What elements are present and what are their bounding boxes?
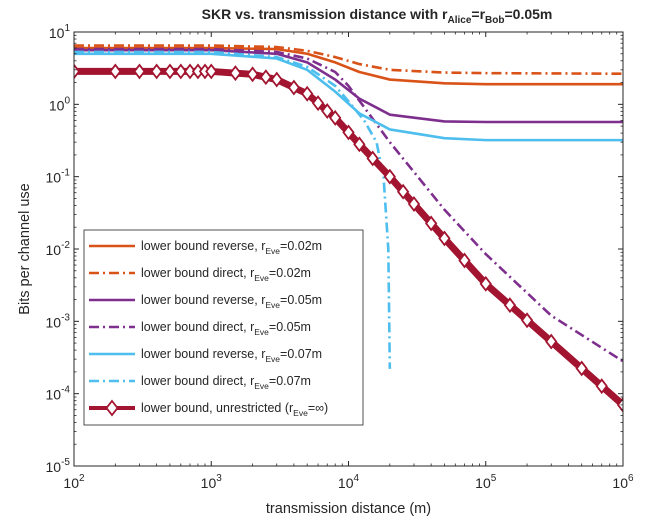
legend-entry-0: lower bound reverse, rEve=0.02m [89,239,322,256]
series-marker-6-29 [503,297,517,314]
series-marker-6-13 [270,71,283,88]
series-marker-6-0 [74,63,81,80]
series-line-3 [74,47,623,363]
y-tick-label-3: 10-2 [46,240,71,258]
series-marker-6-19 [342,124,355,141]
series-marker-6-26 [438,230,451,247]
legend-label-6: lower bound, unrestricted (rEve=∞) [141,401,328,418]
y-tick-label-6: 101 [49,23,71,41]
series-layer [74,44,623,413]
series-marker-6-5 [174,63,187,80]
x-tick-label-4: 106 [612,473,634,491]
y-tick-label-5: 100 [49,95,71,113]
y-axis-label: Bits per channel use [17,183,33,314]
series-marker-6-21 [366,150,379,167]
y-tick-label-4: 10-1 [46,168,71,186]
series-marker-6-16 [311,95,325,112]
x-tick-label-0: 102 [63,473,85,491]
legend-entry-3: lower bound direct, rEve=0.05m [89,320,311,337]
legend-label-5: lower bound direct, rEve=0.07m [141,374,311,391]
chart-title: SKR vs. transmission distance with rAlic… [202,6,553,26]
series-marker-6-2 [133,63,146,80]
legend-entry-6: lower bound, unrestricted (rEve=∞) [89,399,328,418]
legend-entry-4: lower bound reverse, rEve=0.07m [89,347,322,364]
series-marker-6-15 [301,85,314,102]
series-marker-6-12 [259,69,273,86]
legend-label-1: lower bound direct, rEve=0.02m [141,266,311,283]
y-tick-label-0: 10-5 [46,457,71,475]
x-tick-label-1: 103 [201,473,223,491]
x-axis-label: transmission distance (m) [266,501,431,517]
legend-entry-2: lower bound reverse, rEve=0.05m [89,293,322,310]
series-marker-6-22 [383,168,396,185]
series-marker-6-10 [229,65,242,82]
series-line-2 [74,48,623,124]
x-tick-label-2: 104 [338,473,360,491]
y-tick-label-2: 10-3 [46,312,71,330]
series-marker-6-25 [424,215,438,232]
series-marker-6-27 [458,252,471,269]
series-marker-6-11 [246,66,259,83]
series-marker-6-1 [109,63,122,80]
series-marker-6-4 [163,63,177,80]
series-line-0 [74,46,623,86]
legend-entry-5: lower bound direct, rEve=0.07m [89,374,311,391]
legend-label-3: lower bound direct, rEve=0.05m [141,320,311,337]
legend-label-2: lower bound reverse, rEve=0.05m [141,293,322,310]
series-marker-6-3 [150,63,163,80]
series-marker-6-33 [595,378,608,395]
series-marker-6-32 [575,360,588,377]
series-marker-6-24 [407,196,421,212]
series-line-1 [74,44,623,76]
series-line-5 [74,50,392,369]
series-marker-6-17 [321,103,334,119]
series-marker-6-18 [329,109,342,126]
series-marker-6-31 [545,333,558,350]
legend-label-0: lower bound reverse, rEve=0.02m [141,239,322,256]
series-marker-6-28 [479,275,492,292]
series-marker-6-6 [183,63,197,80]
legend-entry-1: lower bound direct, rEve=0.02m [89,266,311,283]
ticks-layer: 102 103 104 105 106 10-5 10-4 10-3 10-2 10-1 100 10… [46,23,634,491]
series-marker-6-23 [396,183,410,200]
y-tick-label-1: 10-4 [46,385,71,403]
chart-title-text: SKR vs. transmission distance with rAlic… [202,6,553,26]
series-marker-6-20 [353,136,366,153]
legend-label-4: lower bound reverse, rEve=0.07m [141,347,322,364]
legend: lower bound reverse, rEve=0.02m lower bou… [83,229,364,426]
series-line-4 [74,52,623,142]
series-marker-6-14 [287,79,301,96]
series-marker-6-9 [205,63,218,80]
x-tick-label-3: 105 [475,473,497,491]
series-marker-6-30 [520,312,534,329]
legend-marker-6 [105,399,119,417]
